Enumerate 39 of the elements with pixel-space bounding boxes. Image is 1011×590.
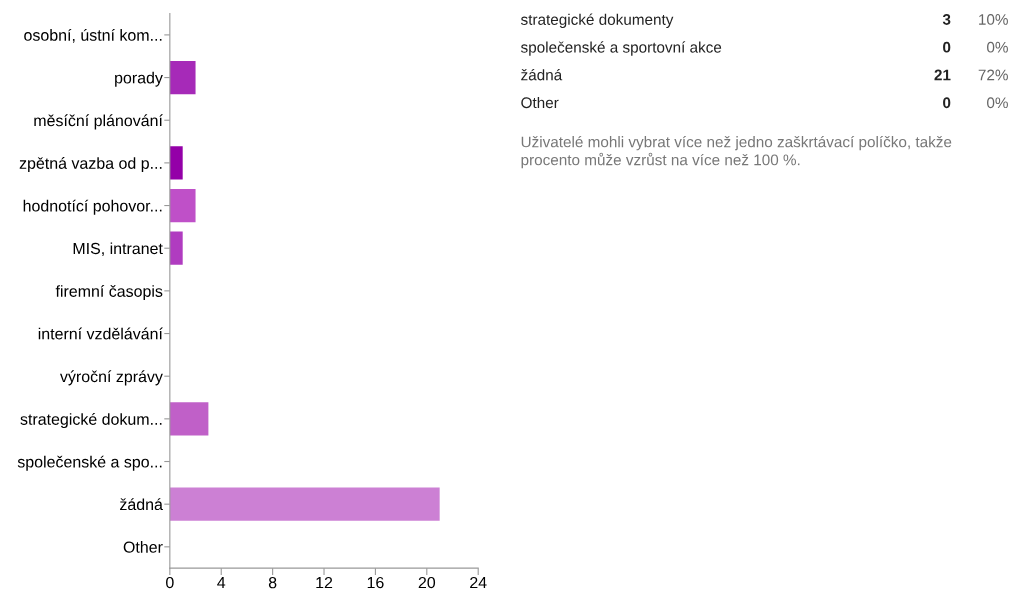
y-tick-label: zpětná vazba od p... [19,157,162,173]
y-tick-label: MIS, intranet [73,242,163,257]
category-label: žádná [521,68,563,81]
bar [169,188,196,223]
x-tick-label: 8 [268,576,277,589]
y-tick-label: interní vzdělávání [38,327,163,340]
y-tick-label: měsíční plánování [34,114,163,130]
bar [169,487,440,521]
data-label: 21 [934,69,951,81]
x-tick-label: 16 [367,576,384,589]
bar [169,231,183,265]
y-tick-label: společenské a spo... [17,455,162,471]
x-tick-label: 12 [316,576,333,589]
data-label: 0 [943,41,951,53]
y-tick-label: osobní, ústní kom... [24,28,162,43]
data-label: 3 [942,14,951,25]
x-tick-label: 4 [217,577,226,589]
category-label: strategické dokumenty [520,13,674,28]
text: Uživatelé mohli vybrat více než jedno zaškrtávací políčko, takže procento může vzrůst na více než 100 %. [521,135,952,169]
y-tick-label: Other [123,541,163,553]
category-label: společenské a sportovní akce [520,41,722,56]
category-label: Other [521,96,559,109]
data-label: 0 [943,97,951,109]
text: 72% [978,69,1008,81]
text: 0% [987,41,1008,53]
x-tick-label: 24 [470,576,487,589]
text: 10% [979,14,1008,25]
y-tick-label: porady [115,71,163,87]
y-tick-label: firemní časopis [55,284,163,301]
x-tick-label: 20 [418,576,436,589]
text: 0% [987,97,1008,109]
y-tick-label: hodnotící pohovor... [23,199,162,215]
y-tick-label: výroční zprávy [60,370,163,386]
y-tick-label: žádná [120,498,163,511]
bar [169,146,183,180]
bar [169,402,209,436]
y-tick-label: strategické dokum... [20,412,162,429]
bar [169,60,196,95]
x-tick-label: 0 [166,576,174,589]
